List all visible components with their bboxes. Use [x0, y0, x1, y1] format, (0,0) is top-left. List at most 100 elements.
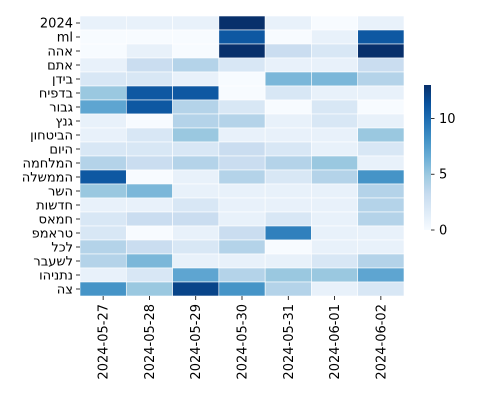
heatmap-cell — [218, 43, 266, 59]
heatmap-cell — [79, 99, 127, 115]
y-axis-labels: 2024mlאההאתםבידןבדפיחגבורגנץהביטחוןהיוםה… — [22, 17, 80, 298]
heatmap-cell — [357, 155, 405, 171]
heatmap-cell — [79, 281, 127, 297]
y-tick-label: היום — [49, 143, 73, 158]
heatmap-cell — [264, 281, 312, 297]
heatmap-cell — [172, 267, 220, 283]
heatmap-cell — [172, 155, 220, 171]
heatmap-cell — [357, 71, 405, 87]
heatmap-cell — [79, 169, 127, 185]
heatmap-cell — [218, 169, 266, 185]
x-tick-label: 2024-05-28 — [143, 304, 158, 380]
heatmap-cell — [311, 127, 359, 143]
heatmap-cell — [172, 281, 220, 297]
heatmap-cell — [79, 239, 127, 255]
heatmap-cell — [218, 127, 266, 143]
heatmap-cell — [172, 183, 220, 199]
heatmap-cell — [357, 267, 405, 283]
heatmap-cell — [264, 197, 312, 213]
heatmap-cell — [264, 267, 312, 283]
heatmap-cell — [218, 71, 266, 87]
heatmap-cell — [218, 155, 266, 171]
heatmap-cell — [218, 85, 266, 101]
heatmap-cell — [79, 113, 127, 129]
heatmap-cell — [172, 99, 220, 115]
y-tick-label: השר — [48, 185, 73, 200]
heatmap-cell — [125, 267, 173, 283]
heatmap-cell — [218, 113, 266, 129]
heatmap-cell — [311, 141, 359, 157]
heatmap-cells — [79, 15, 405, 297]
heatmap-cell — [125, 239, 173, 255]
heatmap-cell — [264, 113, 312, 129]
heatmap-cell — [218, 253, 266, 269]
heatmap-cell — [264, 253, 312, 269]
heatmap-cell — [172, 141, 220, 157]
heatmap-cell — [357, 43, 405, 59]
heatmap-cell — [357, 57, 405, 73]
x-tick-label: 2024-05-31 — [282, 304, 297, 380]
heatmap-cell — [172, 127, 220, 143]
heatmap-cell — [125, 253, 173, 269]
heatmap-cell — [125, 197, 173, 213]
heatmap-cell — [264, 239, 312, 255]
heatmap-cell — [125, 15, 173, 31]
heatmap-cell — [125, 225, 173, 241]
heatmap-cell — [79, 267, 127, 283]
y-tick-label: ml — [57, 31, 73, 46]
heatmap-cell — [172, 71, 220, 87]
heatmap-cell — [218, 99, 266, 115]
y-tick-label: בדפיח — [39, 87, 73, 102]
heatmap-cell — [218, 225, 266, 241]
y-tick-label: גנץ — [55, 115, 73, 130]
heatmap-cell — [125, 85, 173, 101]
heatmap-cell — [125, 183, 173, 199]
heatmap-cell — [357, 169, 405, 185]
y-tick-label: הממשלה — [22, 171, 73, 186]
y-tick-label: הביטחון — [30, 129, 73, 144]
heatmap-cell — [357, 211, 405, 227]
y-tick-label: אהה — [47, 45, 73, 60]
heatmap-cell — [79, 57, 127, 73]
heatmap-cell — [357, 113, 405, 129]
y-tick-label: גבור — [49, 101, 73, 116]
heatmap-cell — [172, 85, 220, 101]
colorbar-tick-label: 5 — [439, 168, 447, 183]
heatmap-cell — [218, 197, 266, 213]
heatmap-cell — [264, 155, 312, 171]
heatmap-cell — [218, 211, 266, 227]
heatmap-cell — [79, 155, 127, 171]
heatmap-cell — [357, 281, 405, 297]
heatmap-cell — [311, 239, 359, 255]
heatmap-cell — [357, 197, 405, 213]
heatmap-cell — [79, 211, 127, 227]
y-tick-label: לשעבר — [33, 255, 73, 270]
y-tick-label: צה — [57, 283, 73, 298]
x-tick-label: 2024-05-30 — [236, 304, 251, 380]
heatmap-cell — [357, 99, 405, 115]
heatmap-cell — [125, 169, 173, 185]
heatmap-cell — [264, 43, 312, 59]
heatmap-cell — [218, 141, 266, 157]
x-tick-label: 2024-06-01 — [328, 304, 343, 380]
heatmap-cell — [311, 281, 359, 297]
heatmap-cell — [264, 127, 312, 143]
heatmap-cell — [264, 57, 312, 73]
heatmap-cell — [125, 43, 173, 59]
heatmap-cell — [357, 253, 405, 269]
heatmap-cell — [79, 15, 127, 31]
heatmap-cell — [357, 225, 405, 241]
heatmap-cell — [311, 71, 359, 87]
heatmap-cell — [311, 183, 359, 199]
heatmap-cell — [218, 29, 266, 45]
heatmap-cell — [311, 169, 359, 185]
heatmap-cell — [357, 127, 405, 143]
y-tick-label: טראמפ — [32, 227, 73, 242]
heatmap-cell — [311, 99, 359, 115]
heatmap-cell — [125, 127, 173, 143]
colorbar-tick-label: 0 — [439, 224, 447, 239]
y-tick-label: חדשות — [36, 199, 73, 214]
heatmap-cell — [79, 197, 127, 213]
heatmap-cell — [357, 15, 405, 31]
